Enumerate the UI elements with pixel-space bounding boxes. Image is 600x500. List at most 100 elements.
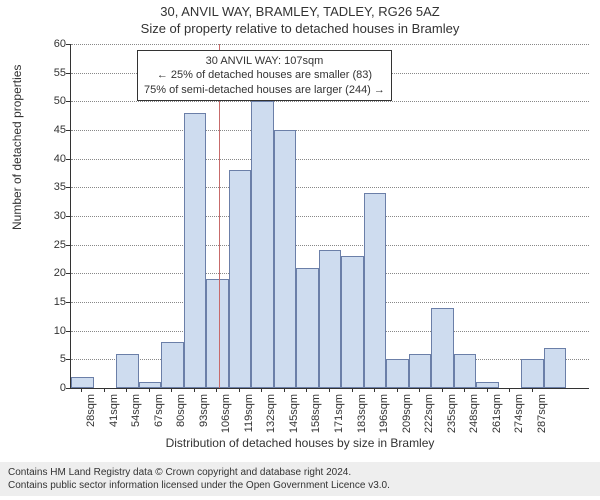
histogram-bar <box>274 130 297 388</box>
annotation-line: 75% of semi-detached houses are larger (… <box>144 83 385 97</box>
histogram-bar <box>206 279 229 388</box>
annotation-line: ← 25% of detached houses are smaller (83… <box>144 68 385 82</box>
x-tick-label: 235sqm <box>446 394 458 433</box>
y-tick-label: 50 <box>42 95 66 107</box>
x-tick-mark <box>216 388 217 392</box>
histogram-bar <box>319 250 342 388</box>
x-tick-mark <box>419 388 420 392</box>
x-tick-label: 119sqm <box>243 394 255 432</box>
x-tick-mark <box>126 388 127 392</box>
histogram-bar <box>184 113 207 388</box>
y-tick-label: 60 <box>42 38 66 50</box>
x-tick-label: 183sqm <box>356 394 368 433</box>
histogram-bar <box>521 359 544 388</box>
y-tick-mark <box>66 187 70 188</box>
x-tick-label: 274sqm <box>513 394 525 433</box>
histogram-bar <box>296 268 319 388</box>
x-tick-label: 248sqm <box>468 394 480 433</box>
x-tick-mark <box>397 388 398 392</box>
annotation-line: 30 ANVIL WAY: 107sqm <box>144 54 385 68</box>
footer-attribution: Contains HM Land Registry data © Crown c… <box>0 462 600 496</box>
x-tick-mark <box>81 388 82 392</box>
x-tick-mark <box>509 388 510 392</box>
x-tick-label: 41sqm <box>108 394 120 427</box>
x-tick-mark <box>532 388 533 392</box>
x-tick-label: 261sqm <box>491 394 503 433</box>
x-tick-mark <box>239 388 240 392</box>
y-tick-label: 0 <box>42 382 66 394</box>
x-tick-label: 222sqm <box>423 394 435 433</box>
x-tick-mark <box>442 388 443 392</box>
histogram-bar <box>476 382 499 388</box>
x-tick-mark <box>306 388 307 392</box>
x-tick-mark <box>284 388 285 392</box>
x-tick-label: 287sqm <box>536 394 548 433</box>
y-tick-mark <box>66 331 70 332</box>
page-subtitle: Size of property relative to detached ho… <box>0 19 600 36</box>
x-tick-label: 80sqm <box>175 394 187 427</box>
y-tick-mark <box>66 273 70 274</box>
y-tick-mark <box>66 159 70 160</box>
x-tick-mark <box>487 388 488 392</box>
y-tick-mark <box>66 216 70 217</box>
y-tick-mark <box>66 44 70 45</box>
gridline <box>71 130 589 131</box>
chart-container: 30 ANVIL WAY: 107sqm← 25% of detached ho… <box>48 44 588 422</box>
y-tick-label: 40 <box>42 153 66 165</box>
x-tick-mark <box>329 388 330 392</box>
x-tick-mark <box>352 388 353 392</box>
histogram-bar <box>409 354 432 388</box>
y-tick-label: 10 <box>42 325 66 337</box>
y-tick-label: 20 <box>42 267 66 279</box>
histogram-bar <box>71 377 94 388</box>
x-tick-mark <box>149 388 150 392</box>
histogram-bar <box>454 354 477 388</box>
footer-line-2: Contains public sector information licen… <box>8 479 592 492</box>
x-tick-label: 196sqm <box>378 394 390 433</box>
gridline <box>71 216 589 217</box>
y-tick-mark <box>66 73 70 74</box>
x-tick-label: 132sqm <box>265 394 277 433</box>
x-tick-label: 106sqm <box>220 394 232 433</box>
x-tick-label: 145sqm <box>288 394 300 433</box>
x-axis-label: Distribution of detached houses by size … <box>0 436 600 450</box>
y-tick-label: 15 <box>42 296 66 308</box>
y-axis-label: Number of detached properties <box>10 65 24 230</box>
histogram-bar <box>544 348 567 388</box>
x-tick-label: 171sqm <box>333 394 345 433</box>
y-tick-label: 45 <box>42 124 66 136</box>
histogram-bar <box>386 359 409 388</box>
gridline <box>71 187 589 188</box>
page-title: 30, ANVIL WAY, BRAMLEY, TADLEY, RG26 5AZ <box>0 0 600 19</box>
gridline <box>71 159 589 160</box>
gridline <box>71 44 589 45</box>
y-tick-mark <box>66 101 70 102</box>
y-tick-mark <box>66 130 70 131</box>
y-tick-mark <box>66 245 70 246</box>
x-tick-mark <box>374 388 375 392</box>
histogram-bar <box>364 193 387 388</box>
x-tick-mark <box>464 388 465 392</box>
y-tick-mark <box>66 388 70 389</box>
histogram-bar <box>139 382 162 388</box>
x-tick-label: 209sqm <box>401 394 413 433</box>
y-tick-mark <box>66 302 70 303</box>
annotation-box: 30 ANVIL WAY: 107sqm← 25% of detached ho… <box>137 50 392 101</box>
x-tick-label: 93sqm <box>198 394 210 427</box>
y-tick-mark <box>66 359 70 360</box>
x-tick-label: 158sqm <box>310 394 322 433</box>
x-tick-mark <box>194 388 195 392</box>
x-tick-label: 28sqm <box>85 394 97 427</box>
y-tick-label: 5 <box>42 353 66 365</box>
histogram-bar <box>229 170 252 388</box>
histogram-bar <box>341 256 364 388</box>
x-tick-mark <box>104 388 105 392</box>
x-tick-label: 54sqm <box>130 394 142 427</box>
gridline <box>71 101 589 102</box>
x-tick-mark <box>261 388 262 392</box>
histogram-bar <box>161 342 184 388</box>
y-tick-label: 55 <box>42 67 66 79</box>
plot-area: 30 ANVIL WAY: 107sqm← 25% of detached ho… <box>70 44 589 389</box>
y-tick-label: 35 <box>42 181 66 193</box>
x-tick-label: 67sqm <box>153 394 165 427</box>
